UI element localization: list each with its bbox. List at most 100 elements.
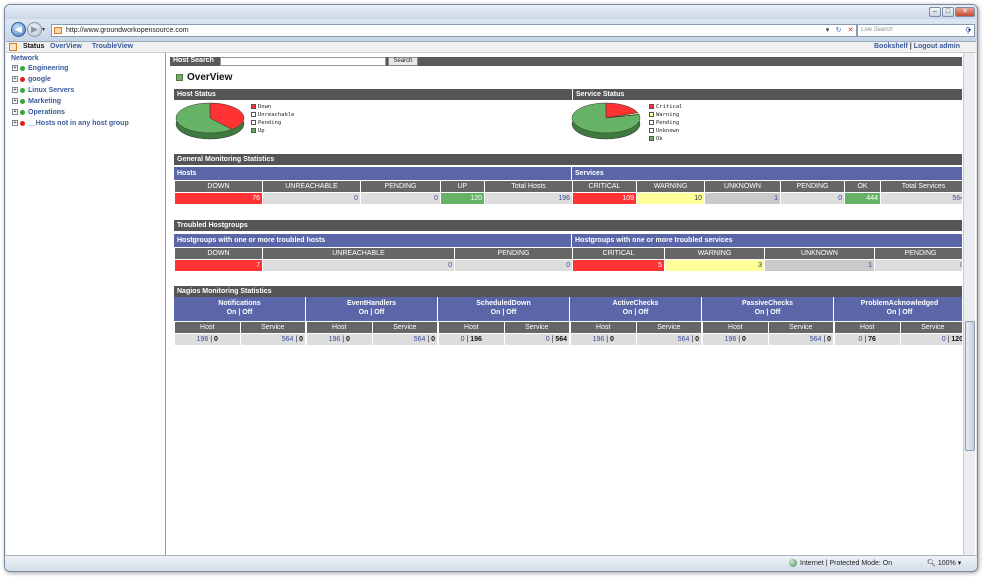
host-off-count[interactable]: 0 [610, 336, 614, 343]
expand-icon[interactable]: + [12, 120, 18, 127]
service-column-header: Service [635, 321, 702, 334]
table-cell[interactable]: 76 [174, 192, 263, 205]
on-off-toggle[interactable]: On | Off [358, 309, 385, 316]
table-header-row: Host Service [834, 321, 962, 334]
bookshelf-link[interactable]: Bookshelf [874, 43, 908, 50]
scrollbar-thumb[interactable] [965, 321, 975, 451]
host-on-count[interactable]: 196 [196, 336, 209, 343]
host-on-count[interactable]: 0 [858, 336, 863, 343]
table-cell[interactable]: 0 [262, 259, 455, 272]
host-on-count[interactable]: 196 [724, 336, 737, 343]
sidebar-item[interactable]: + Linux Servers [12, 87, 74, 97]
search-button[interactable]: Search [388, 57, 418, 66]
table-cell[interactable]: 0 [874, 259, 962, 272]
legend-swatch [649, 128, 654, 133]
legend-item: Pending [251, 119, 294, 127]
column-header: PENDING [874, 247, 962, 260]
service-on-count[interactable]: 0 [545, 336, 550, 343]
address-bar[interactable]: http://www.groundworkopensource.com ▾ ↻ … [51, 24, 857, 37]
table-cell[interactable]: 0 [780, 192, 845, 205]
minimize-button[interactable]: – [929, 7, 941, 17]
menu-overview[interactable]: OverView [50, 43, 82, 50]
column-header: WARNING [664, 247, 765, 260]
service-on-count[interactable]: 564 [413, 336, 426, 343]
service-off-count[interactable]: 120 [951, 336, 962, 343]
vertical-scrollbar[interactable] [963, 53, 975, 555]
service-on-count[interactable]: 564 [809, 336, 822, 343]
table-cell[interactable]: 0 [262, 192, 361, 205]
sidebar-item[interactable]: + google [12, 76, 51, 86]
sidebar-item[interactable]: + Marketing [12, 98, 61, 108]
security-zone[interactable]: Internet | Protected Mode: On [789, 556, 892, 571]
host-on-count[interactable]: 0 [460, 336, 465, 343]
service-off-count[interactable]: 0 [431, 336, 435, 343]
live-search-input[interactable]: Live Search ⚲ [857, 24, 975, 37]
table-cell[interactable]: 5 [572, 259, 665, 272]
menu-troubleview[interactable]: TroubleView [92, 43, 134, 50]
on-off-toggle[interactable]: On | Off [754, 309, 781, 316]
legend-label: Pending [656, 120, 680, 126]
stop-icon[interactable]: ✕ [847, 27, 854, 34]
host-off-count[interactable]: 0 [214, 336, 218, 343]
table-cell[interactable]: 0 [360, 192, 441, 205]
sidebar-item[interactable]: + Engineering [12, 65, 68, 75]
count-separator: | [340, 336, 346, 343]
on-off-toggle[interactable]: On | Off [886, 309, 913, 316]
table-cell[interactable]: 3 [664, 259, 765, 272]
expand-icon[interactable]: + [12, 109, 18, 116]
on-off-toggle[interactable]: On | Off [490, 309, 517, 316]
maximize-button[interactable]: □ [942, 7, 954, 17]
menu-status[interactable]: Status [23, 43, 45, 50]
host-column-header: Host [306, 321, 373, 334]
count-separator: | [689, 336, 696, 343]
nagios-stats-header: Nagios Monitoring Statistics [174, 286, 962, 297]
service-off-count[interactable]: 0 [827, 336, 831, 343]
table-cell[interactable]: 0 [454, 259, 573, 272]
on-off-toggle[interactable]: On | Off [226, 309, 253, 316]
table-cell[interactable]: 1 [704, 192, 781, 205]
table-cell[interactable]: 109 [572, 192, 637, 205]
host-count-cell: 196 | 0 [570, 333, 637, 346]
table-cell[interactable]: 444 [844, 192, 881, 205]
host-off-count[interactable]: 76 [868, 336, 876, 343]
expand-icon[interactable]: + [12, 98, 18, 105]
host-off-count[interactable]: 0 [742, 336, 746, 343]
table-cell[interactable]: 1 [764, 259, 875, 272]
back-button[interactable]: ◀ [11, 22, 26, 37]
expand-icon[interactable]: + [12, 65, 18, 72]
expand-icon[interactable]: + [12, 76, 18, 83]
address-dropdown-icon[interactable]: ▾ [825, 27, 830, 34]
sidebar-item[interactable]: + __Hosts not in any host group [12, 120, 129, 130]
host-on-count[interactable]: 196 [328, 336, 341, 343]
service-on-count[interactable]: 564 [677, 336, 690, 343]
zoom-control[interactable]: 🔍︎ 100% ▾ [927, 560, 962, 567]
close-window-button[interactable]: ✕ [955, 7, 975, 17]
host-search-input[interactable] [220, 57, 386, 66]
logout-link[interactable]: Logout admin [913, 43, 960, 50]
sidebar-item[interactable]: + Operations [12, 109, 65, 119]
service-off-count[interactable]: 0 [299, 336, 303, 343]
table-cell[interactable]: 120 [440, 192, 485, 205]
table-cell[interactable]: 10 [636, 192, 705, 205]
forward-button[interactable]: ▶ [27, 22, 42, 37]
host-on-count[interactable]: 196 [592, 336, 605, 343]
count-separator: | [821, 336, 828, 343]
count-separator: | [464, 336, 471, 343]
search-icon[interactable]: ⚲ [965, 26, 971, 35]
refresh-icon[interactable]: ↻ [835, 27, 842, 34]
host-off-count[interactable]: 0 [346, 336, 350, 343]
search-dropdown-icon[interactable]: ▾ [968, 28, 972, 34]
service-on-count[interactable]: 0 [941, 336, 946, 343]
table-cell[interactable]: 564 [880, 192, 962, 205]
service-on-count[interactable]: 564 [281, 336, 294, 343]
host-off-count[interactable]: 196 [470, 336, 482, 343]
service-off-count[interactable]: 564 [555, 336, 567, 343]
service-off-count[interactable]: 0 [695, 336, 699, 343]
browser-status-bar: Internet | Protected Mode: On 🔍︎ 100% ▾ [5, 555, 977, 571]
table-cell[interactable]: 7 [174, 259, 263, 272]
table-cell[interactable]: 196 [484, 192, 573, 205]
column-header: PENDING [360, 180, 441, 193]
on-off-toggle[interactable]: On | Off [622, 309, 649, 316]
expand-icon[interactable]: + [12, 87, 18, 94]
recent-pages-icon[interactable]: ▾ [42, 27, 46, 33]
